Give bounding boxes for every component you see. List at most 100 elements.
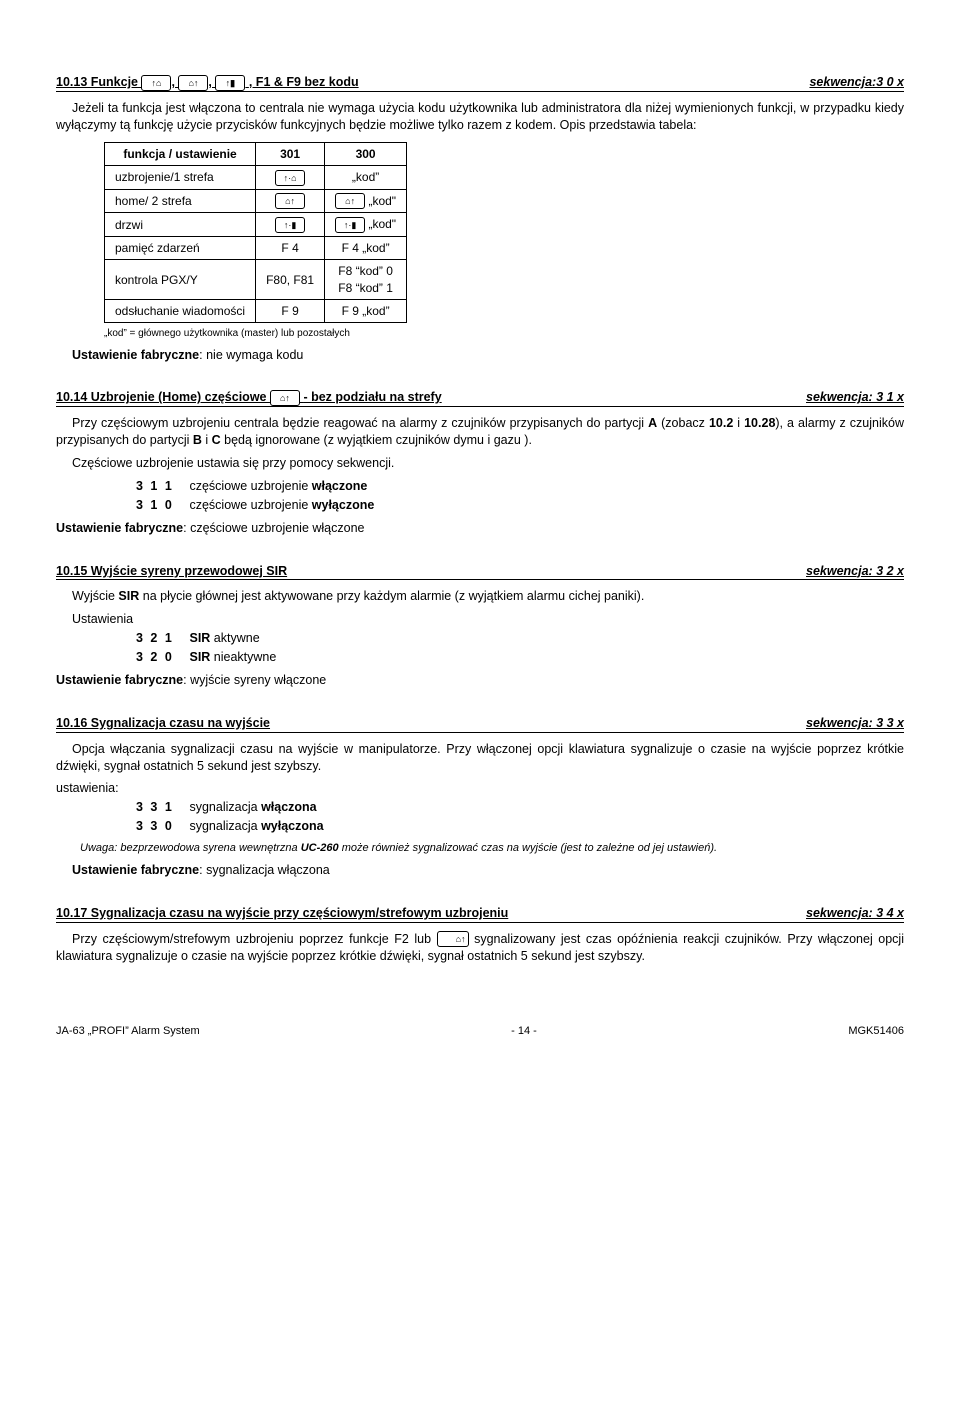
sequence-label: sekwencja: 3 4 x [806, 905, 904, 922]
heading-10-13: 10.13 Funkcje ↑⌂, ⌂↑, ↑▮ , F1 & F9 bez k… [56, 74, 904, 92]
home-icon: ⌂↑ [275, 193, 305, 209]
td: „kod” [325, 165, 407, 189]
option-code: 3 1 1 [136, 478, 186, 495]
table-row: pamięć zdarzeń F 4 F 4 „kod” [105, 237, 407, 260]
option-code: 3 2 1 [136, 630, 186, 647]
option-text: aktywne [210, 631, 259, 645]
bold: A [648, 416, 657, 430]
text: na płycie głównej jest aktywowane przy k… [139, 589, 644, 603]
th: funkcja / ustawienie [105, 142, 256, 165]
bold: C [212, 433, 221, 447]
td: ⌂↑ „kod" [325, 189, 407, 213]
text: i [733, 416, 744, 430]
table-row: uzbrojenie/1 strefa ↑·⌂ „kod” [105, 165, 407, 189]
title-prefix: 10.13 Funkcje [56, 75, 141, 89]
code-label: „kod" [368, 194, 396, 208]
td: drzwi [105, 213, 256, 237]
text: i [202, 433, 212, 447]
door-icon: ↑·▮ [275, 217, 305, 233]
td: F 4 [256, 237, 325, 260]
factory-label: Ustawienie fabryczne [72, 348, 199, 362]
td: ⌂↑ [256, 189, 325, 213]
heading-10-17: 10.17 Sygnalizacja czasu na wyjście przy… [56, 905, 904, 923]
home-icon: ⌂↑ [178, 75, 208, 91]
bold: UC-260 [301, 842, 339, 854]
td: F8 “kod” 0 F8 “kod” 1 [325, 260, 407, 299]
bold: SIR [118, 589, 139, 603]
bold: wyłączone [312, 498, 375, 512]
function-table: funkcja / ustawienie 301 300 uzbrojenie/… [104, 142, 407, 323]
table-note: „kod” = głównego użytkownika (master) lu… [104, 327, 904, 341]
table-row: odsłuchanie wiadomości F 9 F 9 „kod” [105, 299, 407, 322]
td: odsłuchanie wiadomości [105, 299, 256, 322]
td: home/ 2 strefa [105, 189, 256, 213]
text: może również sygnalizować czas na wyjści… [339, 842, 717, 854]
home-icon: ⌂↑ [335, 193, 365, 209]
option-text: sygnalizacja [189, 819, 261, 833]
bold: SIR [189, 650, 210, 664]
text: Przy częściowym/strefowym uzbrojeniu pop… [72, 932, 437, 946]
td: ↑·▮ [256, 213, 325, 237]
td: F80, F81 [256, 260, 325, 299]
text: Wyjście [72, 589, 118, 603]
option-text: częściowe uzbrojenie [189, 479, 311, 493]
home-icon: ⌂↑ [270, 390, 300, 406]
factory-setting: Ustawienie fabryczne: częściowe uzbrojen… [56, 520, 904, 537]
td: F 4 „kod” [325, 237, 407, 260]
factory-value: : nie wymaga kodu [199, 348, 303, 362]
arm-icon: ↑·⌂ [275, 170, 305, 186]
bold: B [193, 433, 202, 447]
th: 301 [256, 142, 325, 165]
paragraph: Przy częściowym uzbrojeniu centrala będz… [56, 415, 904, 449]
factory-label: Ustawienie fabryczne [72, 863, 199, 877]
footer-right: MGK51406 [848, 1024, 904, 1039]
factory-label: Ustawienie fabryczne [56, 521, 183, 535]
option-row: 3 1 1 częściowe uzbrojenie włączone [136, 478, 904, 495]
text: Przy częściowym uzbrojeniu centrala będz… [72, 416, 648, 430]
option-code: 3 2 0 [136, 649, 186, 666]
sequence-label: sekwencja: 3 1 x [806, 389, 904, 406]
option-row: 3 3 1 sygnalizacja włączona [136, 799, 904, 816]
paragraph: Opcja włączania sygnalizacji czasu na wy… [56, 741, 904, 775]
heading-10-14: 10.14 Uzbrojenie (Home) częściowe ⌂↑ - b… [56, 389, 904, 407]
bold: wyłączona [261, 819, 324, 833]
line: F8 “kod” 1 [335, 280, 396, 296]
sequence-label: sekwencja:3 0 x [809, 74, 904, 91]
arm-icon: ↑⌂ [141, 75, 171, 91]
page-footer: JA-63 „PROFI” Alarm System - 14 - MGK514… [56, 1024, 904, 1039]
heading-title: 10.13 Funkcje ↑⌂, ⌂↑, ↑▮ , F1 & F9 bez k… [56, 74, 359, 91]
heading-10-16: 10.16 Sygnalizacja czasu na wyjście sekw… [56, 715, 904, 733]
option-code: 3 3 1 [136, 799, 186, 816]
option-code: 3 3 0 [136, 818, 186, 835]
heading-10-15: 10.15 Wyjście syreny przewodowej SIR sek… [56, 563, 904, 581]
paragraph: Przy częściowym/strefowym uzbrojeniu pop… [56, 931, 904, 965]
sequence-label: sekwencja: 3 2 x [806, 563, 904, 580]
door-icon: ↑▮ [215, 75, 245, 91]
factory-value: : wyjście syreny włączone [183, 673, 326, 687]
td: F 9 „kod” [325, 299, 407, 322]
bold: 10.28 [744, 416, 775, 430]
option-row: 3 3 0 sygnalizacja wyłączona [136, 818, 904, 835]
table-row: kontrola PGX/Y F80, F81 F8 “kod” 0 F8 “k… [105, 260, 407, 299]
factory-label: Ustawienie fabryczne [56, 673, 183, 687]
sequence-label: sekwencja: 3 3 x [806, 715, 904, 732]
option-text: częściowe uzbrojenie [189, 498, 311, 512]
title-suffix: , F1 & F9 bez kodu [249, 75, 359, 89]
text: będą ignorowane (z wyjątkiem czujników d… [221, 433, 532, 447]
td: F 9 [256, 299, 325, 322]
option-code: 3 1 0 [136, 497, 186, 514]
note: Uwaga: bezprzewodowa syrena wewnętrzna U… [80, 841, 904, 856]
door-icon: ↑·▮ [335, 217, 365, 233]
footer-left: JA-63 „PROFI” Alarm System [56, 1024, 200, 1039]
code-label: „kod" [368, 217, 396, 231]
factory-setting: Ustawienie fabryczne: sygnalizacja włącz… [72, 862, 904, 879]
label: Ustawienia [72, 611, 904, 628]
th: 300 [325, 142, 407, 165]
td: uzbrojenie/1 strefa [105, 165, 256, 189]
paragraph: Częściowe uzbrojenie ustawia się przy po… [72, 455, 904, 472]
factory-value: : częściowe uzbrojenie włączone [183, 521, 364, 535]
option-row: 3 2 1 SIR aktywne [136, 630, 904, 647]
td: ↑·⌂ [256, 165, 325, 189]
table-header: funkcja / ustawienie 301 300 [105, 142, 407, 165]
option-text: sygnalizacja [189, 800, 261, 814]
